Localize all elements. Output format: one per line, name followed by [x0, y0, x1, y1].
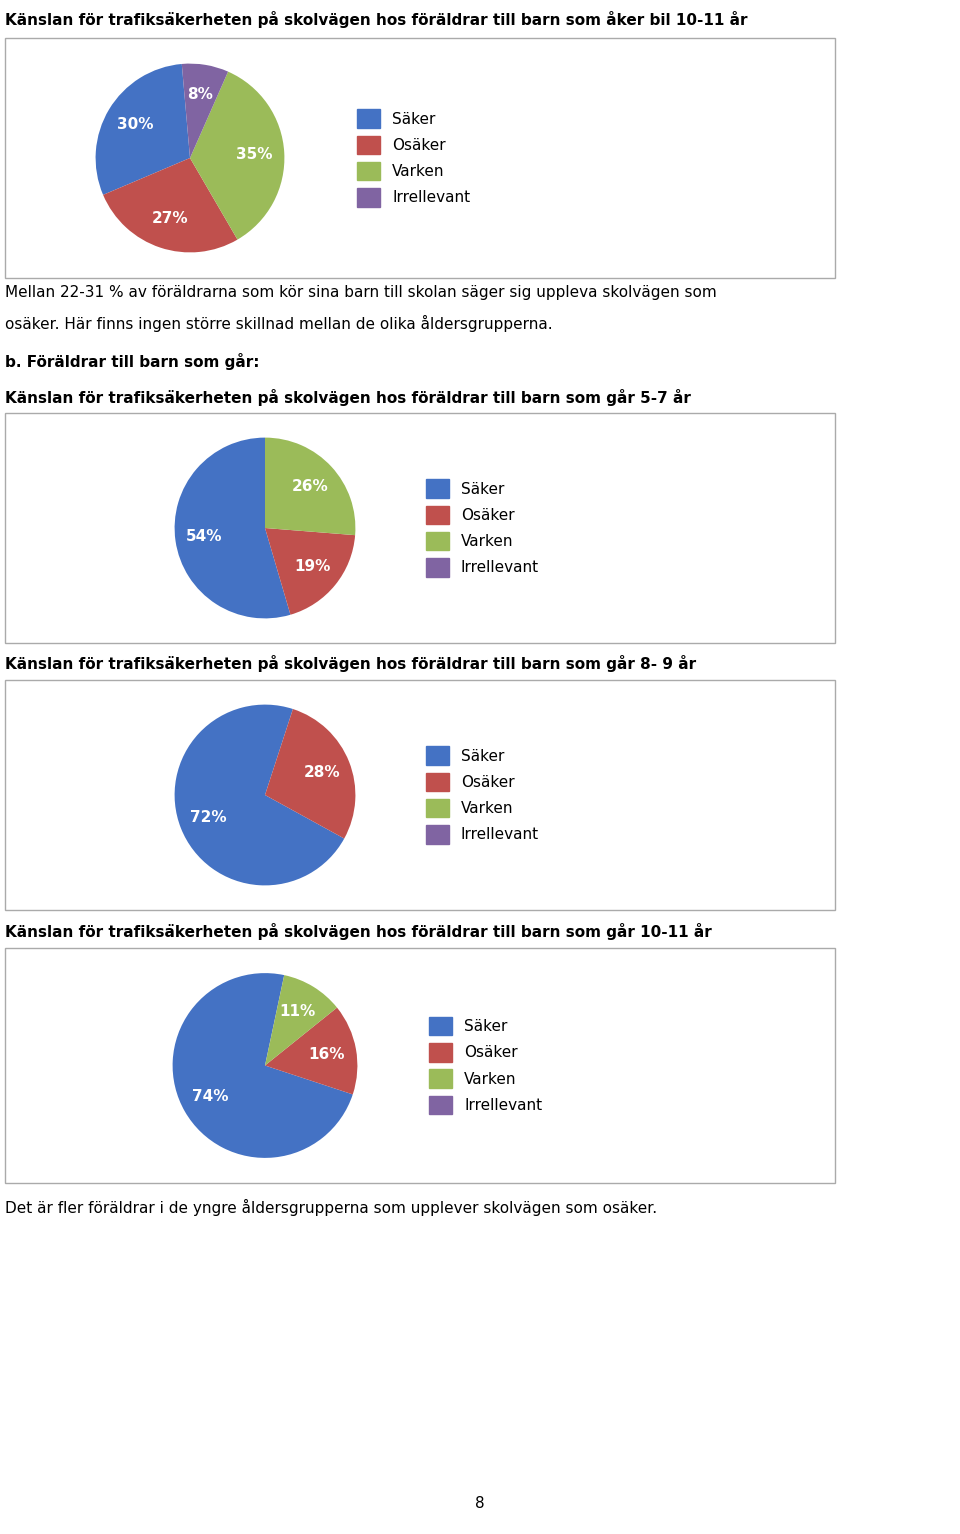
Text: 28%: 28% — [304, 765, 341, 779]
Text: 8: 8 — [475, 1497, 485, 1511]
Text: 16%: 16% — [308, 1046, 345, 1062]
Wedge shape — [96, 64, 190, 195]
Wedge shape — [265, 437, 355, 535]
Text: Känslan för trafiksäkerheten på skolvägen hos föräldrar till barn som går 8- 9 : Känslan för trafiksäkerheten på skolväg… — [5, 655, 696, 672]
Wedge shape — [175, 704, 345, 885]
Text: Känslan för trafiksäkerheten på skolvägen hos föräldrar till barn som går 5-7 å: Känslan för trafiksäkerheten på skolväg… — [5, 388, 691, 405]
Wedge shape — [103, 158, 237, 253]
FancyBboxPatch shape — [5, 680, 835, 910]
Text: Känslan för trafiksäkerheten på skolvägen hos föräldrar till barn som går 10-11: Känslan för trafiksäkerheten på skolväg… — [5, 923, 711, 940]
Text: 8%: 8% — [187, 87, 213, 103]
Wedge shape — [181, 63, 228, 158]
Text: 74%: 74% — [192, 1089, 228, 1104]
Legend: Säker, Osäker, Varken, Irrellevant: Säker, Osäker, Varken, Irrellevant — [420, 739, 545, 850]
Text: 26%: 26% — [292, 479, 328, 494]
Wedge shape — [175, 437, 291, 618]
Text: 27%: 27% — [152, 212, 188, 227]
Wedge shape — [173, 973, 352, 1158]
Wedge shape — [265, 976, 337, 1066]
Text: 54%: 54% — [186, 529, 223, 545]
Text: 35%: 35% — [236, 147, 273, 163]
Text: Det är fler föräldrar i de yngre åldersgrupperna som upplever skolvägen som osäk: Det är fler föräldrar i de yngre åldersg… — [5, 1198, 658, 1215]
Text: Känslan för trafiksäkerheten på skolvägen hos föräldrar till barn som åker bil : Känslan för trafiksäkerheten på skolväg… — [5, 11, 748, 29]
Text: 11%: 11% — [279, 1005, 316, 1020]
Text: b. Föräldrar till barn som går:: b. Föräldrar till barn som går: — [5, 353, 259, 371]
FancyBboxPatch shape — [5, 948, 835, 1183]
Text: 30%: 30% — [117, 118, 154, 132]
Legend: Säker, Osäker, Varken, Irrellevant: Säker, Osäker, Varken, Irrellevant — [420, 472, 545, 583]
FancyBboxPatch shape — [5, 413, 835, 643]
Wedge shape — [265, 709, 355, 839]
Text: 72%: 72% — [189, 810, 227, 825]
Text: Mellan 22-31 % av föräldrarna som kör sina barn till skolan säger sig uppleva sk: Mellan 22-31 % av föräldrarna som kör si… — [5, 285, 717, 301]
FancyBboxPatch shape — [5, 38, 835, 278]
Wedge shape — [265, 1008, 357, 1094]
Legend: Säker, Osäker, Varken, Irrellevant: Säker, Osäker, Varken, Irrellevant — [422, 1011, 548, 1120]
Text: osäker. Här finns ingen större skillnad mellan de olika åldersgrupperna.: osäker. Här finns ingen större skillnad … — [5, 316, 553, 333]
Text: 19%: 19% — [295, 560, 331, 574]
Wedge shape — [190, 72, 284, 239]
Wedge shape — [265, 528, 355, 615]
Legend: Säker, Osäker, Varken, Irrellevant: Säker, Osäker, Varken, Irrellevant — [351, 103, 476, 213]
